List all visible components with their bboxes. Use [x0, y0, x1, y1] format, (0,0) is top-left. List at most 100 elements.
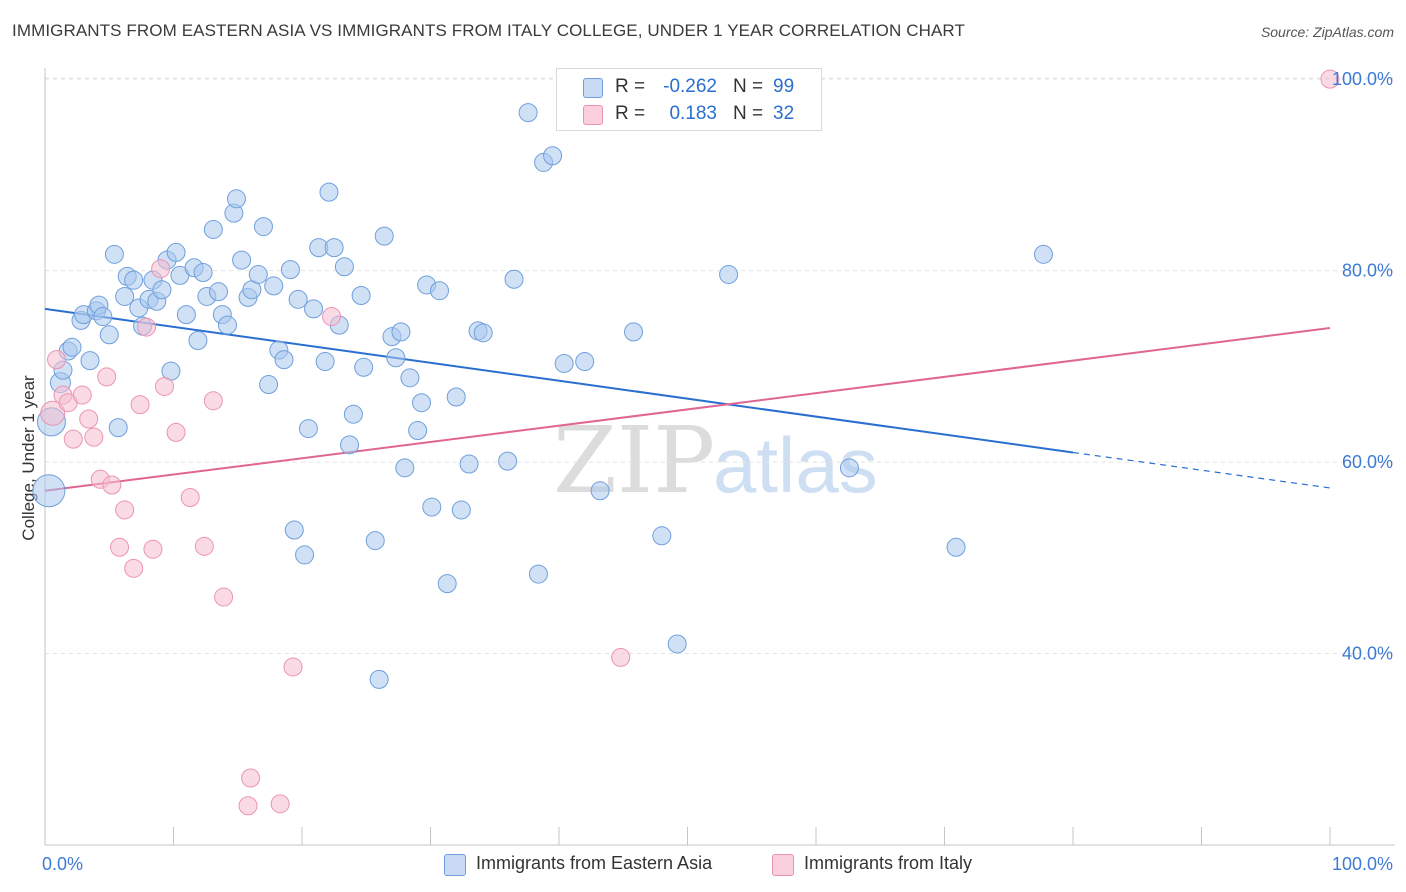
point-eastern-asia — [104, 244, 124, 264]
point-italy — [283, 657, 303, 677]
legend-swatch-pink — [583, 105, 603, 125]
legend-r-value: 0.183 — [669, 103, 717, 124]
point-italy — [124, 558, 144, 578]
point-italy — [97, 367, 117, 387]
legend-n-label: N = — [733, 103, 764, 124]
point-italy — [166, 422, 186, 442]
point-eastern-asia — [115, 286, 135, 306]
chart-title: IMMIGRANTS FROM EASTERN ASIA VS IMMIGRAN… — [12, 21, 965, 40]
point-italy — [241, 768, 261, 788]
point-eastern-asia — [208, 282, 228, 302]
point-italy — [238, 796, 258, 816]
point-italy — [102, 475, 122, 495]
point-italy — [151, 259, 171, 279]
legend-n-value: 32 — [773, 103, 795, 124]
stats-legend: R = -0.262 N = 99 R = 0.183 N = 32 — [556, 68, 822, 131]
point-italy — [180, 487, 200, 507]
legend-n-label: N = — [733, 76, 764, 97]
point-italy — [79, 409, 99, 429]
point-eastern-asia — [226, 189, 246, 209]
point-eastern-asia — [280, 260, 300, 280]
point-eastern-asia — [590, 481, 610, 501]
point-eastern-asia — [298, 419, 318, 439]
point-eastern-asia — [80, 351, 100, 371]
point-eastern-asia — [193, 263, 213, 283]
point-eastern-asia — [652, 526, 672, 546]
point-eastern-asia — [248, 264, 268, 284]
point-italy — [115, 500, 135, 520]
point-italy — [214, 587, 234, 607]
point-eastern-asia — [274, 350, 294, 370]
point-eastern-asia — [946, 537, 966, 557]
legend-swatch-pink — [772, 854, 794, 876]
point-eastern-asia — [446, 387, 466, 407]
y-tick-label: 60.0% — [1342, 452, 1393, 472]
axes — [44, 68, 1395, 846]
legend-row-italy: R = 0.183 N = 32 — [557, 100, 821, 128]
point-eastern-asia — [839, 458, 859, 478]
point-eastern-asia — [295, 545, 315, 565]
point-eastern-asia — [334, 257, 354, 277]
point-eastern-asia — [176, 305, 196, 325]
point-italy — [143, 539, 163, 559]
point-eastern-asia — [504, 269, 524, 289]
point-eastern-asia — [253, 217, 273, 237]
point-eastern-asia — [412, 393, 432, 413]
point-italy — [155, 376, 175, 396]
y-axis-title: College, Under 1 year — [19, 375, 38, 541]
point-italy — [270, 794, 290, 814]
data-points — [32, 69, 1340, 816]
point-eastern-asia — [391, 322, 411, 342]
point-eastern-asia — [451, 500, 471, 520]
point-eastern-asia — [528, 564, 548, 584]
point-eastern-asia — [304, 299, 324, 319]
gridlines — [45, 77, 1395, 655]
point-eastern-asia — [667, 634, 687, 654]
legend-label: Immigrants from Eastern Asia — [476, 853, 713, 873]
point-eastern-asia — [324, 238, 344, 258]
point-eastern-asia — [575, 352, 595, 372]
point-eastern-asia — [264, 276, 284, 296]
trend-lines — [44, 307, 1331, 492]
point-italy — [203, 391, 223, 411]
point-eastern-asia — [217, 315, 237, 335]
series-legend: Immigrants from Eastern Asia Immigrants … — [0, 852, 1406, 878]
point-eastern-asia — [395, 458, 415, 478]
point-italy — [72, 385, 92, 405]
point-eastern-asia — [232, 250, 252, 270]
point-eastern-asia — [32, 474, 66, 508]
legend-r-label: R = — [615, 76, 646, 97]
point-italy — [137, 317, 157, 337]
point-eastern-asia — [518, 103, 538, 123]
point-eastern-asia — [340, 435, 360, 455]
point-italy — [47, 350, 67, 370]
legend-label: Immigrants from Italy — [804, 853, 973, 873]
point-eastern-asia — [319, 182, 339, 202]
point-italy — [1320, 69, 1340, 89]
point-eastern-asia — [498, 451, 518, 471]
point-italy — [611, 647, 631, 667]
point-eastern-asia — [203, 219, 223, 239]
point-eastern-asia — [429, 281, 449, 301]
point-eastern-asia — [400, 368, 420, 388]
point-eastern-asia — [1033, 244, 1053, 264]
point-italy — [84, 427, 104, 447]
x-tick-label: 0.0% — [42, 854, 83, 874]
point-italy — [130, 395, 150, 415]
point-italy — [322, 307, 342, 327]
y-axis-title-group: College, Under 1 year — [19, 375, 38, 541]
point-eastern-asia — [62, 337, 82, 357]
point-eastern-asia — [543, 146, 563, 166]
y-tick-label: 40.0% — [1342, 644, 1393, 664]
point-eastern-asia — [99, 325, 119, 345]
point-eastern-asia — [473, 323, 493, 343]
point-eastern-asia — [315, 352, 335, 372]
point-eastern-asia — [554, 353, 574, 373]
point-eastern-asia — [354, 357, 374, 377]
point-eastern-asia — [437, 574, 457, 594]
point-eastern-asia — [351, 286, 371, 305]
point-eastern-asia — [459, 454, 479, 474]
point-eastern-asia — [108, 418, 128, 438]
point-eastern-asia — [624, 322, 644, 342]
point-eastern-asia — [93, 307, 113, 327]
